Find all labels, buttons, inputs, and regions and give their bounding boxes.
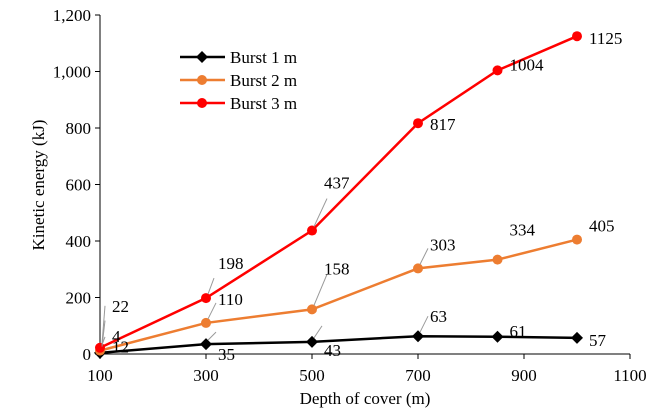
data-point-marker: [201, 293, 211, 304]
data-point-marker: [307, 304, 317, 315]
legend-label: Burst 3 m: [230, 94, 297, 113]
x-tick-label: 1100: [613, 366, 646, 385]
data-point-marker: [306, 335, 318, 348]
x-tick-label: 900: [511, 366, 537, 385]
y-tick-label: 0: [83, 345, 92, 364]
data-label: 1004: [510, 55, 545, 74]
data-point-marker: [571, 331, 583, 344]
data-label: 405: [589, 217, 615, 236]
data-label-leader: [313, 198, 328, 227]
y-tick-label: 1,000: [53, 63, 91, 82]
data-point-marker: [201, 317, 211, 328]
data-point-marker: [572, 31, 582, 42]
data-label-leader: [101, 305, 106, 344]
data-label: 4: [112, 327, 121, 346]
data-point-marker: [491, 330, 504, 343]
data-point-marker: [492, 254, 503, 265]
data-point-marker: [95, 342, 105, 353]
data-label: 22: [112, 297, 129, 316]
series-line: [99, 238, 578, 352]
legend-label: Burst 2 m: [230, 71, 297, 90]
data-labels: 4 35 43 63 61 57 12 110 158 303 334 405 22 198 437 817 1…: [101, 29, 622, 364]
data-label: 35: [218, 345, 235, 364]
data-label: 57: [589, 331, 607, 350]
y-axis-title: Kinetic energy (kJ): [29, 120, 48, 251]
y-tick-label: 600: [66, 176, 92, 195]
data-label-leader: [207, 302, 217, 320]
data-point-marker: [307, 225, 317, 236]
data-label: 63: [430, 307, 447, 326]
x-tick-label: 100: [87, 366, 113, 385]
data-label: 198: [218, 254, 244, 273]
y-tick-label: 400: [66, 232, 92, 251]
data-label: 437: [324, 174, 350, 193]
series-layer: [94, 31, 583, 359]
data-label: 334: [510, 221, 536, 240]
y-tick-label: 1,200: [53, 6, 91, 25]
data-point-marker: [413, 118, 423, 129]
data-label: 12: [112, 338, 129, 357]
data-label-leader: [207, 331, 217, 341]
data-label: 158: [324, 259, 350, 278]
data-label: 110: [218, 290, 243, 309]
data-point-marker: [200, 338, 212, 351]
data-label-leader: [313, 274, 328, 306]
x-tick-label: 300: [193, 366, 219, 385]
data-point-marker: [197, 98, 207, 108]
data-label: 43: [324, 341, 341, 360]
data-label: 1125: [589, 29, 622, 48]
legend: Burst 1 m Burst 2 m Burst 3 m: [180, 48, 297, 113]
axes: 0 200 400 600 800 1,000 1,200 100 300 500 700 900 11…: [53, 6, 647, 385]
data-point-marker: [196, 51, 208, 63]
x-axis-title: Depth of cover (m): [300, 389, 431, 408]
legend-label: Burst 1 m: [230, 48, 297, 67]
data-label-leader: [419, 248, 429, 265]
data-point-marker: [492, 65, 503, 76]
y-tick-label: 800: [66, 119, 92, 138]
data-point-marker: [413, 263, 423, 274]
data-point-marker: [197, 75, 207, 85]
series-line: [99, 35, 578, 349]
series-line: [99, 334, 578, 355]
data-label: 61: [510, 322, 527, 341]
data-label: 817: [430, 115, 456, 134]
data-point-marker: [412, 330, 424, 343]
x-tick-label: 700: [405, 366, 431, 385]
data-point-marker: [572, 234, 582, 245]
data-label-leader: [313, 325, 323, 339]
data-label-leader: [419, 315, 429, 333]
y-tick-label: 200: [66, 289, 92, 308]
data-label-leader: [207, 277, 215, 295]
x-tick-label: 500: [299, 366, 325, 385]
data-label: 303: [430, 235, 456, 254]
